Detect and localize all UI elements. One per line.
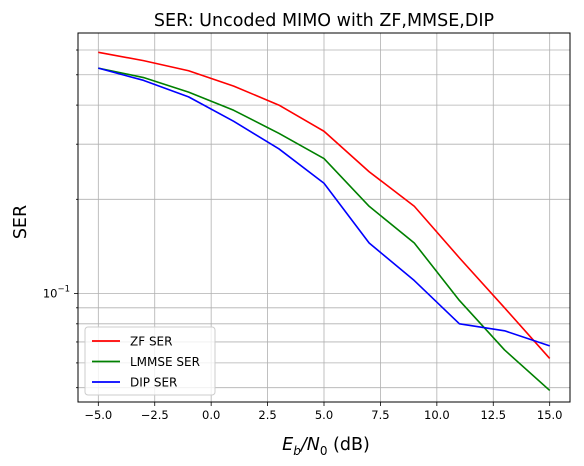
x-axis-label: Eb/N0 (dB) [282, 435, 370, 458]
tick-layer: −5.0 −2.5 0.0 2.5 5.0 7.5 10.0 12.5 15.0 10−1 [43, 49, 563, 422]
series-line-dip-ser [98, 67, 550, 347]
legend-label-zf-ser: ZF SER [130, 335, 172, 349]
legend-box [84, 326, 216, 396]
series-layer [98, 51, 551, 392]
x-tick-label: 12.5 [480, 408, 506, 422]
x-tick-label: 5.0 [315, 408, 333, 422]
x-tick-label: 10.0 [424, 408, 450, 422]
x-tick-label: 0.0 [202, 408, 220, 422]
x-tick-label: 2.5 [258, 408, 276, 422]
x-tick-label: 7.5 [371, 408, 389, 422]
x-axis-label-sub2: 0 [320, 444, 328, 458]
legend-label-lmmse-ser: LMMSE SER [130, 355, 200, 369]
series-line-zf-ser [98, 51, 551, 359]
legend: ZF SER LMMSE SER DIP SER [84, 326, 216, 396]
y-tick-label: 10−1 [43, 284, 70, 300]
x-axis-label-slash: /N [299, 435, 320, 455]
x-tick-label: 15.0 [537, 408, 563, 422]
series-line-lmmse-ser [98, 67, 551, 392]
x-axis-label-sub1: b [293, 444, 301, 458]
chart-title: SER: Uncoded MIMO with ZF,MMSE,DIP [154, 11, 494, 31]
legend-label-dip-ser: DIP SER [130, 376, 177, 390]
y-axis-label: SER [11, 205, 31, 239]
x-tick-label: −2.5 [141, 408, 169, 422]
x-axis-label-base: E [282, 435, 294, 455]
x-axis-label-suffix: (dB) [327, 435, 369, 455]
x-tick-label: −5.0 [84, 408, 112, 422]
